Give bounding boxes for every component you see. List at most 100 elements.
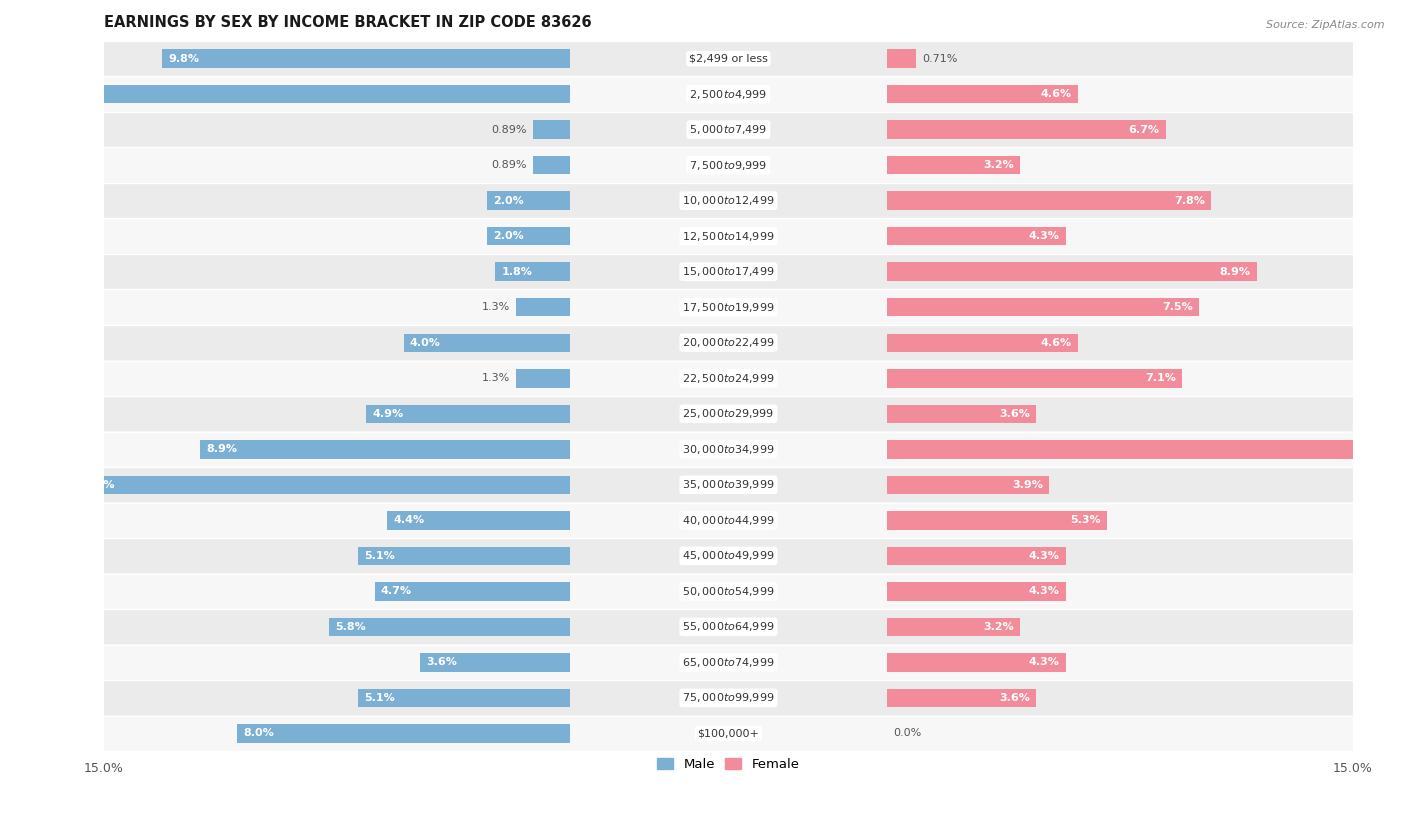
Bar xyxy=(387,511,571,530)
FancyBboxPatch shape xyxy=(104,147,1353,183)
Text: $25,000 to $29,999: $25,000 to $29,999 xyxy=(682,407,775,420)
Text: 7.5%: 7.5% xyxy=(1161,302,1192,313)
FancyBboxPatch shape xyxy=(104,290,1353,325)
Text: 13.8%: 13.8% xyxy=(1,90,41,99)
Text: 7.1%: 7.1% xyxy=(1144,374,1175,383)
Text: $7,500 to $9,999: $7,500 to $9,999 xyxy=(689,159,768,172)
Text: 1.8%: 1.8% xyxy=(502,267,533,277)
Text: 4.0%: 4.0% xyxy=(411,338,441,348)
Text: 0.0%: 0.0% xyxy=(893,729,921,738)
FancyBboxPatch shape xyxy=(104,396,1353,431)
Bar xyxy=(533,120,571,139)
Text: 9.8%: 9.8% xyxy=(169,54,200,63)
Text: $2,499 or less: $2,499 or less xyxy=(689,54,768,63)
Text: Source: ZipAtlas.com: Source: ZipAtlas.com xyxy=(1267,20,1385,30)
Text: 4.9%: 4.9% xyxy=(373,409,404,418)
Text: $35,000 to $39,999: $35,000 to $39,999 xyxy=(682,479,775,492)
Text: 2.0%: 2.0% xyxy=(494,231,524,241)
Text: $15,000 to $17,499: $15,000 to $17,499 xyxy=(682,265,775,278)
Text: 3.6%: 3.6% xyxy=(1000,409,1031,418)
Text: $12,500 to $14,999: $12,500 to $14,999 xyxy=(682,230,775,243)
FancyBboxPatch shape xyxy=(104,254,1353,290)
Bar xyxy=(516,298,571,317)
Bar xyxy=(420,653,571,672)
Text: $10,000 to $12,499: $10,000 to $12,499 xyxy=(682,195,775,208)
FancyBboxPatch shape xyxy=(104,41,1353,77)
Bar xyxy=(887,85,1078,103)
Bar xyxy=(359,689,571,707)
Bar xyxy=(887,440,1403,458)
Text: 5.1%: 5.1% xyxy=(364,551,395,561)
Text: $17,500 to $19,999: $17,500 to $19,999 xyxy=(682,300,775,313)
Text: 0.89%: 0.89% xyxy=(492,160,527,170)
Text: 1.3%: 1.3% xyxy=(482,302,510,313)
Text: 12.0%: 12.0% xyxy=(77,479,115,490)
Legend: Male, Female: Male, Female xyxy=(652,753,806,777)
Bar xyxy=(516,369,571,387)
FancyBboxPatch shape xyxy=(104,681,1353,716)
Text: 4.4%: 4.4% xyxy=(394,515,425,525)
FancyBboxPatch shape xyxy=(104,467,1353,502)
Text: 5.1%: 5.1% xyxy=(364,693,395,703)
Bar xyxy=(887,298,1199,317)
Text: 4.3%: 4.3% xyxy=(1029,551,1059,561)
Bar xyxy=(887,511,1108,530)
Text: $2,500 to $4,999: $2,500 to $4,999 xyxy=(689,88,768,101)
Text: 4.3%: 4.3% xyxy=(1029,658,1059,667)
Bar xyxy=(533,156,571,174)
Text: $30,000 to $34,999: $30,000 to $34,999 xyxy=(682,443,775,456)
Bar xyxy=(374,582,571,601)
FancyBboxPatch shape xyxy=(104,431,1353,467)
FancyBboxPatch shape xyxy=(104,538,1353,574)
Text: 0.71%: 0.71% xyxy=(922,54,957,63)
Text: 1.3%: 1.3% xyxy=(482,374,510,383)
Text: 4.3%: 4.3% xyxy=(1029,586,1059,597)
Bar xyxy=(887,689,1036,707)
Bar xyxy=(0,85,571,103)
Bar xyxy=(887,475,1049,494)
Text: $55,000 to $64,999: $55,000 to $64,999 xyxy=(682,620,775,633)
Text: 3.6%: 3.6% xyxy=(1000,693,1031,703)
Text: EARNINGS BY SEX BY INCOME BRACKET IN ZIP CODE 83626: EARNINGS BY SEX BY INCOME BRACKET IN ZIP… xyxy=(104,15,592,30)
Bar xyxy=(404,334,571,352)
Bar xyxy=(887,405,1036,423)
Text: $20,000 to $22,499: $20,000 to $22,499 xyxy=(682,336,775,349)
Text: 12.4%: 12.4% xyxy=(1358,444,1396,454)
Text: $5,000 to $7,499: $5,000 to $7,499 xyxy=(689,123,768,136)
Text: 4.7%: 4.7% xyxy=(381,586,412,597)
FancyBboxPatch shape xyxy=(104,218,1353,254)
Bar xyxy=(887,618,1019,636)
Text: 2.0%: 2.0% xyxy=(494,195,524,206)
Text: 7.8%: 7.8% xyxy=(1174,195,1205,206)
Bar xyxy=(162,50,571,68)
Bar xyxy=(495,262,571,281)
Text: 4.6%: 4.6% xyxy=(1040,90,1071,99)
FancyBboxPatch shape xyxy=(104,645,1353,681)
Text: $22,500 to $24,999: $22,500 to $24,999 xyxy=(682,372,775,385)
Bar xyxy=(70,475,571,494)
Bar xyxy=(486,191,571,210)
Bar xyxy=(359,547,571,565)
Text: 3.9%: 3.9% xyxy=(1012,479,1043,490)
Text: $75,000 to $99,999: $75,000 to $99,999 xyxy=(682,691,775,704)
Text: $100,000+: $100,000+ xyxy=(697,729,759,738)
Bar xyxy=(887,653,1066,672)
Bar xyxy=(887,547,1066,565)
Bar xyxy=(887,582,1066,601)
Text: 4.6%: 4.6% xyxy=(1040,338,1071,348)
Bar xyxy=(366,405,571,423)
Bar xyxy=(887,227,1066,246)
Text: $65,000 to $74,999: $65,000 to $74,999 xyxy=(682,656,775,669)
FancyBboxPatch shape xyxy=(104,574,1353,609)
FancyBboxPatch shape xyxy=(104,112,1353,147)
Text: 8.9%: 8.9% xyxy=(1220,267,1251,277)
Text: 3.6%: 3.6% xyxy=(426,658,457,667)
Bar xyxy=(887,120,1166,139)
Text: 0.89%: 0.89% xyxy=(492,125,527,134)
Text: $45,000 to $49,999: $45,000 to $49,999 xyxy=(682,549,775,562)
Text: 5.8%: 5.8% xyxy=(335,622,366,632)
Bar xyxy=(887,50,917,68)
Bar xyxy=(887,156,1019,174)
Bar xyxy=(486,227,571,246)
Bar xyxy=(887,262,1257,281)
